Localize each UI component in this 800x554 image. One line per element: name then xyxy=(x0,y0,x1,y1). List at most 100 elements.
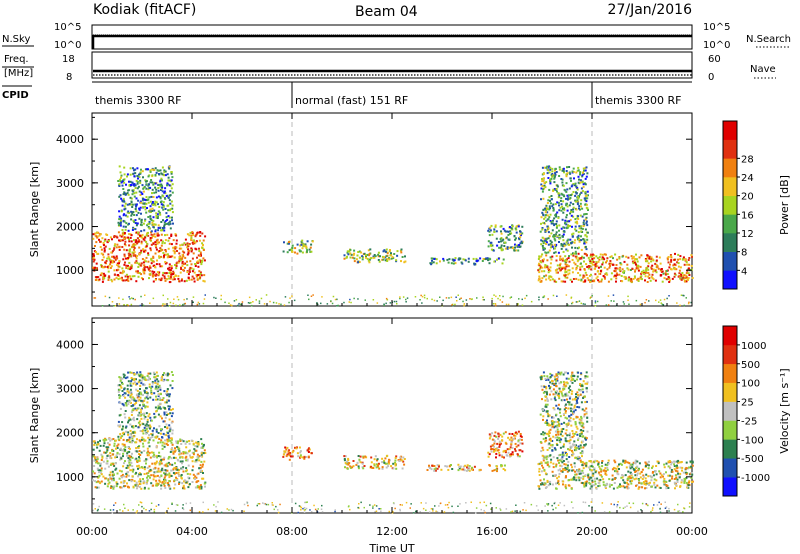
data-cell xyxy=(133,248,135,251)
data-cell xyxy=(169,439,172,442)
data-cell xyxy=(612,466,615,469)
data-cell xyxy=(138,217,141,220)
data-cell xyxy=(557,475,560,478)
data-cell xyxy=(164,474,167,477)
data-cell xyxy=(381,457,384,460)
data-cell xyxy=(306,250,308,253)
data-cell xyxy=(148,470,151,473)
data-cell xyxy=(162,251,165,254)
data-cell xyxy=(133,183,136,186)
data-cell xyxy=(362,455,365,458)
data-cell xyxy=(615,277,618,280)
data-cell xyxy=(463,303,466,305)
data-cell xyxy=(150,433,153,435)
data-cell xyxy=(164,401,167,404)
data-cell xyxy=(122,178,125,181)
data-cell xyxy=(120,235,123,238)
data-cell xyxy=(363,465,366,467)
data-cell xyxy=(145,256,148,259)
data-cell xyxy=(220,294,222,297)
data-cell xyxy=(120,181,123,184)
data-cell xyxy=(537,279,540,282)
data-cell xyxy=(500,247,503,250)
data-cell xyxy=(555,243,558,246)
data-cell xyxy=(199,251,202,254)
data-cell xyxy=(163,442,166,445)
data-cell xyxy=(581,181,584,184)
data-cell xyxy=(129,268,132,271)
data-cell xyxy=(93,269,96,272)
data-cell xyxy=(142,270,145,273)
data-cell xyxy=(167,405,170,408)
data-cell xyxy=(111,438,114,441)
data-cell xyxy=(508,438,511,441)
data-cell xyxy=(155,248,158,251)
data-cell xyxy=(119,224,122,227)
data-cell xyxy=(121,229,124,231)
data-cell xyxy=(126,277,129,280)
data-cell xyxy=(554,203,557,206)
data-cell xyxy=(309,246,312,249)
data-cell xyxy=(168,405,171,408)
data-cell xyxy=(158,183,161,186)
data-cell xyxy=(131,378,134,381)
data-cell xyxy=(582,461,584,464)
data-cell xyxy=(117,224,120,227)
data-cell xyxy=(296,252,299,255)
data-cell xyxy=(337,304,339,307)
data-cell xyxy=(393,253,396,255)
data-cell xyxy=(140,236,143,239)
data-cell xyxy=(139,206,142,209)
data-cell xyxy=(195,476,198,479)
data-cell xyxy=(593,461,596,464)
data-cell xyxy=(186,264,189,267)
data-cell xyxy=(141,193,144,195)
data-cell xyxy=(584,218,587,221)
data-cell xyxy=(585,461,588,464)
data-cell xyxy=(688,466,691,469)
data-cell xyxy=(565,223,568,226)
data-cell xyxy=(152,451,155,454)
data-cell xyxy=(140,168,142,171)
data-cell xyxy=(595,255,598,258)
data-cell xyxy=(99,444,102,447)
data-cell xyxy=(146,401,149,404)
data-cell xyxy=(186,253,189,256)
data-cell xyxy=(113,305,115,307)
data-cell xyxy=(565,182,568,185)
data-cell xyxy=(583,252,586,255)
data-cell xyxy=(580,248,583,251)
data-cell xyxy=(141,184,144,187)
data-cell xyxy=(590,485,593,488)
data-cell xyxy=(163,390,166,393)
data-cell xyxy=(543,468,546,471)
data-cell xyxy=(548,269,551,271)
data-cell xyxy=(586,231,589,234)
data-cell xyxy=(159,265,162,268)
data-cell xyxy=(151,270,154,273)
data-cell xyxy=(169,220,172,223)
data-cell xyxy=(564,221,567,224)
data-cell xyxy=(368,254,371,257)
data-cell xyxy=(301,251,304,254)
data-cell xyxy=(396,303,398,305)
data-cell xyxy=(128,238,130,241)
data-cell xyxy=(602,469,605,472)
data-cell xyxy=(130,254,133,257)
data-cell xyxy=(203,482,206,485)
data-cell xyxy=(670,469,673,471)
data-cell xyxy=(548,465,551,468)
data-cell xyxy=(105,457,108,460)
data-cell xyxy=(117,274,120,276)
data-cell xyxy=(302,245,305,248)
data-cell xyxy=(575,185,578,188)
data-cell xyxy=(690,472,693,475)
data-cell xyxy=(561,168,564,170)
data-cell xyxy=(171,374,174,376)
data-cell xyxy=(454,303,456,306)
data-cell xyxy=(350,301,352,304)
data-cell xyxy=(155,171,158,174)
data-cell xyxy=(149,425,152,428)
data-cell xyxy=(115,246,118,249)
data-cell xyxy=(163,413,166,416)
